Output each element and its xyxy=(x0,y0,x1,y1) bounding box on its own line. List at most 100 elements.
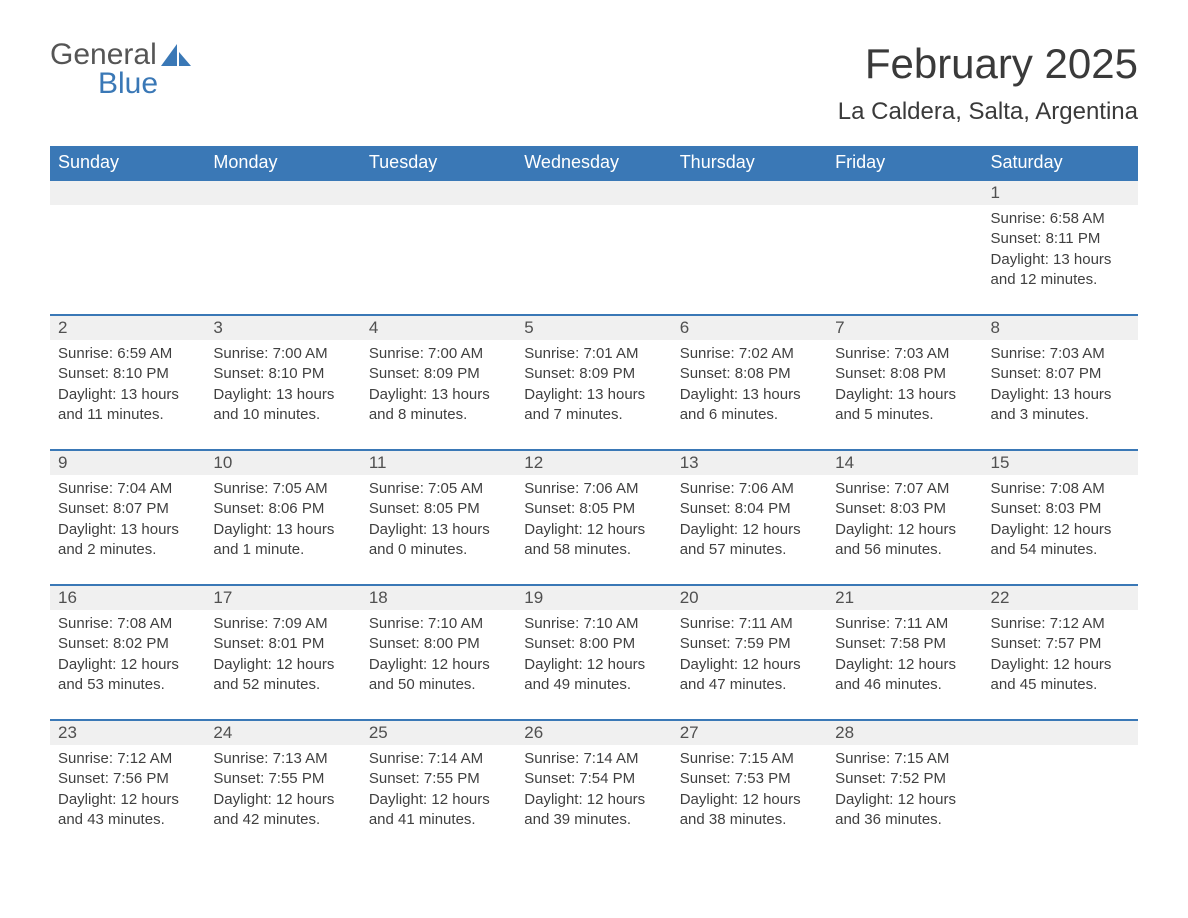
day-line: Daylight: 13 hours and 6 minutes. xyxy=(680,385,819,426)
day-cell: Sunrise: 7:03 AMSunset: 8:08 PMDaylight:… xyxy=(827,340,982,450)
day-number: 6 xyxy=(672,315,827,340)
day-cell: Sunrise: 7:06 AMSunset: 8:04 PMDaylight:… xyxy=(672,475,827,585)
day-line: Sunrise: 7:07 AM xyxy=(835,479,974,499)
day-line: Sunrise: 7:05 AM xyxy=(369,479,508,499)
day-number: 23 xyxy=(50,720,205,745)
day-number-row: 16171819202122 xyxy=(50,585,1138,610)
day-cell: Sunrise: 7:04 AMSunset: 8:07 PMDaylight:… xyxy=(50,475,205,585)
day-line: Sunset: 8:11 PM xyxy=(991,229,1130,249)
header: General Blue February 2025 La Caldera, S… xyxy=(50,40,1138,126)
day-line: Sunrise: 7:15 AM xyxy=(835,749,974,769)
day-line: Daylight: 12 hours and 47 minutes. xyxy=(680,655,819,696)
day-line: Sunset: 8:05 PM xyxy=(369,499,508,519)
day-number-row: 2345678 xyxy=(50,315,1138,340)
day-cell: Sunrise: 6:58 AMSunset: 8:11 PMDaylight:… xyxy=(983,205,1138,315)
day-line: Sunset: 7:58 PM xyxy=(835,634,974,654)
day-line: Daylight: 12 hours and 50 minutes. xyxy=(369,655,508,696)
day-cell xyxy=(516,205,671,315)
day-cell: Sunrise: 7:08 AMSunset: 8:03 PMDaylight:… xyxy=(983,475,1138,585)
day-line: Sunrise: 7:02 AM xyxy=(680,344,819,364)
day-cell xyxy=(50,205,205,315)
day-cell: Sunrise: 7:09 AMSunset: 8:01 PMDaylight:… xyxy=(205,610,360,720)
day-number xyxy=(205,180,360,205)
day-cell: Sunrise: 7:00 AMSunset: 8:10 PMDaylight:… xyxy=(205,340,360,450)
day-number: 19 xyxy=(516,585,671,610)
day-number: 17 xyxy=(205,585,360,610)
day-line: Sunset: 7:54 PM xyxy=(524,769,663,789)
calendar-table: Sunday Monday Tuesday Wednesday Thursday… xyxy=(50,146,1138,855)
day-line: Sunrise: 7:10 AM xyxy=(369,614,508,634)
day-number: 2 xyxy=(50,315,205,340)
day-number: 3 xyxy=(205,315,360,340)
day-line: Sunrise: 7:06 AM xyxy=(524,479,663,499)
day-line: Daylight: 13 hours and 10 minutes. xyxy=(213,385,352,426)
day-cell: Sunrise: 7:08 AMSunset: 8:02 PMDaylight:… xyxy=(50,610,205,720)
day-line: Daylight: 12 hours and 42 minutes. xyxy=(213,790,352,831)
day-line: Daylight: 13 hours and 3 minutes. xyxy=(991,385,1130,426)
location: La Caldera, Salta, Argentina xyxy=(838,98,1138,126)
day-line: Sunrise: 6:58 AM xyxy=(991,209,1130,229)
day-cell xyxy=(361,205,516,315)
day-line: Sunset: 8:08 PM xyxy=(835,364,974,384)
day-line: Sunrise: 7:11 AM xyxy=(680,614,819,634)
day-line: Daylight: 12 hours and 53 minutes. xyxy=(58,655,197,696)
day-number: 1 xyxy=(983,180,1138,205)
day-number: 10 xyxy=(205,450,360,475)
day-line: Sunset: 7:53 PM xyxy=(680,769,819,789)
day-line: Daylight: 12 hours and 52 minutes. xyxy=(213,655,352,696)
day-cell xyxy=(672,205,827,315)
month-title: February 2025 xyxy=(838,40,1138,88)
weekday-header: Monday xyxy=(205,146,360,180)
day-line: Daylight: 13 hours and 1 minute. xyxy=(213,520,352,561)
day-number: 27 xyxy=(672,720,827,745)
day-cell: Sunrise: 7:13 AMSunset: 7:55 PMDaylight:… xyxy=(205,745,360,855)
day-number: 12 xyxy=(516,450,671,475)
day-number: 18 xyxy=(361,585,516,610)
day-line: Daylight: 13 hours and 8 minutes. xyxy=(369,385,508,426)
day-line: Sunset: 7:52 PM xyxy=(835,769,974,789)
day-line: Sunrise: 7:10 AM xyxy=(524,614,663,634)
day-cell xyxy=(983,745,1138,855)
day-line: Sunset: 8:00 PM xyxy=(524,634,663,654)
day-number: 26 xyxy=(516,720,671,745)
day-number-row: 1 xyxy=(50,180,1138,205)
day-line: Sunrise: 7:15 AM xyxy=(680,749,819,769)
day-cell: Sunrise: 7:11 AMSunset: 7:59 PMDaylight:… xyxy=(672,610,827,720)
day-line: Daylight: 12 hours and 43 minutes. xyxy=(58,790,197,831)
day-line: Sunset: 8:00 PM xyxy=(369,634,508,654)
day-line: Daylight: 13 hours and 0 minutes. xyxy=(369,520,508,561)
logo-sail-icon xyxy=(161,44,191,73)
day-number: 25 xyxy=(361,720,516,745)
day-line: Sunset: 8:01 PM xyxy=(213,634,352,654)
day-number xyxy=(983,720,1138,745)
day-cell: Sunrise: 7:12 AMSunset: 7:57 PMDaylight:… xyxy=(983,610,1138,720)
day-number: 15 xyxy=(983,450,1138,475)
day-number: 11 xyxy=(361,450,516,475)
weekday-header: Thursday xyxy=(672,146,827,180)
day-line: Sunrise: 7:04 AM xyxy=(58,479,197,499)
day-number: 8 xyxy=(983,315,1138,340)
day-number: 22 xyxy=(983,585,1138,610)
logo-blue-text: Blue xyxy=(98,69,191,99)
day-number: 9 xyxy=(50,450,205,475)
day-content-row: Sunrise: 6:58 AMSunset: 8:11 PMDaylight:… xyxy=(50,205,1138,315)
day-line: Daylight: 12 hours and 45 minutes. xyxy=(991,655,1130,696)
day-cell: Sunrise: 7:15 AMSunset: 7:52 PMDaylight:… xyxy=(827,745,982,855)
day-line: Sunset: 7:59 PM xyxy=(680,634,819,654)
day-cell: Sunrise: 7:07 AMSunset: 8:03 PMDaylight:… xyxy=(827,475,982,585)
day-line: Sunset: 8:06 PM xyxy=(213,499,352,519)
day-cell: Sunrise: 7:05 AMSunset: 8:05 PMDaylight:… xyxy=(361,475,516,585)
day-line: Sunrise: 7:12 AM xyxy=(991,614,1130,634)
day-cell: Sunrise: 7:05 AMSunset: 8:06 PMDaylight:… xyxy=(205,475,360,585)
day-line: Sunrise: 7:09 AM xyxy=(213,614,352,634)
day-line: Daylight: 12 hours and 57 minutes. xyxy=(680,520,819,561)
day-cell: Sunrise: 7:03 AMSunset: 8:07 PMDaylight:… xyxy=(983,340,1138,450)
weekday-header: Friday xyxy=(827,146,982,180)
weekday-header: Sunday xyxy=(50,146,205,180)
day-content-row: Sunrise: 7:12 AMSunset: 7:56 PMDaylight:… xyxy=(50,745,1138,855)
day-number: 14 xyxy=(827,450,982,475)
day-cell: Sunrise: 7:06 AMSunset: 8:05 PMDaylight:… xyxy=(516,475,671,585)
day-number: 21 xyxy=(827,585,982,610)
day-line: Sunrise: 7:00 AM xyxy=(369,344,508,364)
day-cell: Sunrise: 7:12 AMSunset: 7:56 PMDaylight:… xyxy=(50,745,205,855)
